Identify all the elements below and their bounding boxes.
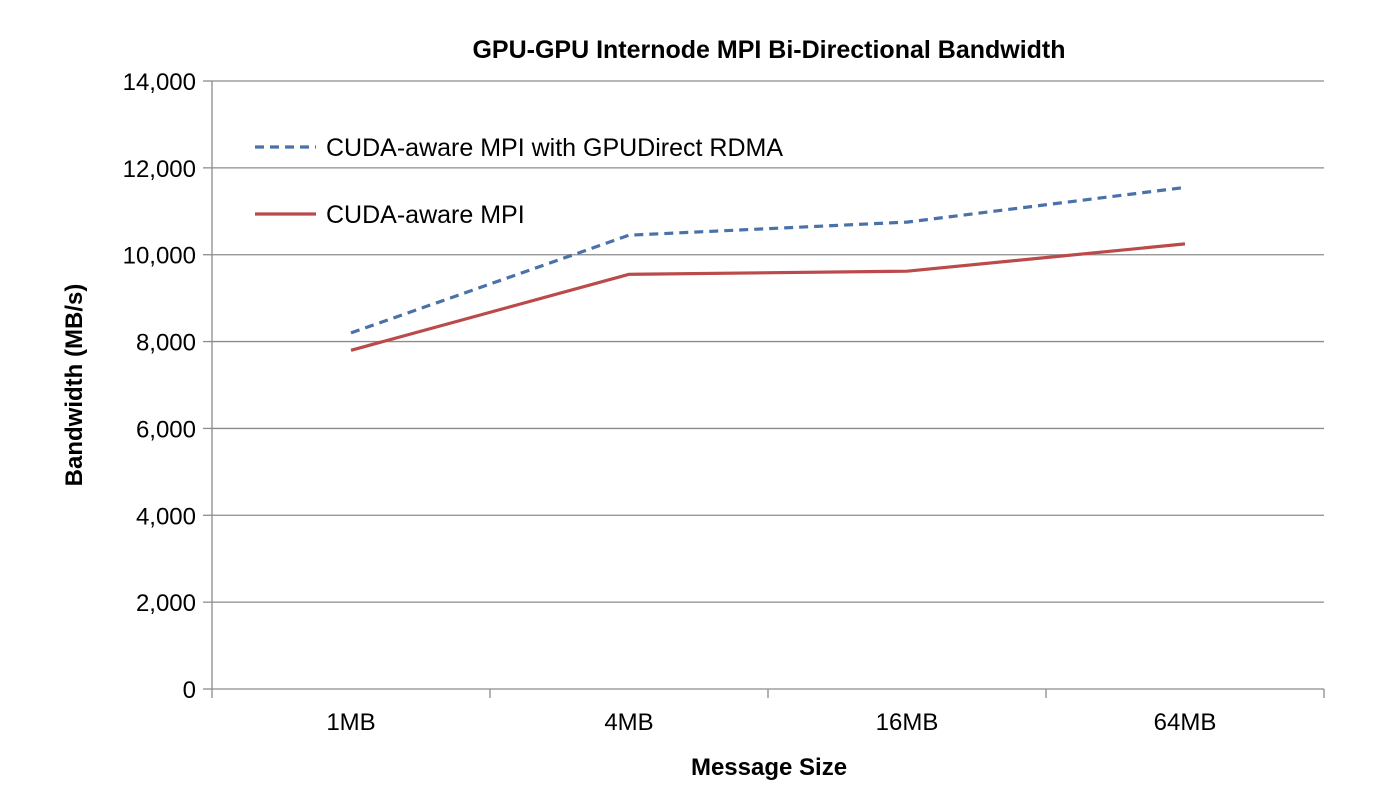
gridlines: [212, 80, 1324, 603]
x-axis-title: Message Size: [691, 754, 847, 781]
axes: [203, 80, 1325, 698]
y-tick-label: 12,000: [123, 156, 196, 183]
x-tick-label: 4MB: [604, 709, 653, 736]
y-axis-title: Bandwidth (MB/s): [61, 284, 88, 487]
y-axis-tick-labels: 0 2,000 4,000 6,000 8,000 10,000 12,000 14,000: [123, 69, 196, 704]
y-tick-label: 6,000: [136, 416, 196, 443]
chart-title: GPU-GPU Internode MPI Bi-Directional Ban…: [472, 36, 1065, 64]
legend-label-1: CUDA-aware MPI with GPUDirect RDMA: [326, 134, 783, 162]
y-tick-label: 2,000: [136, 590, 196, 617]
series-lines: [350, 185, 1186, 352]
y-tick-label: 10,000: [123, 243, 196, 270]
x-axis-tick-labels: 1MB 4MB 16MB 64MB: [326, 709, 1216, 736]
legend: CUDA-aware MPI with GPUDirect RDMA CUDA-a…: [255, 134, 783, 229]
y-tick-label: 8,000: [136, 330, 196, 357]
legend-label-2: CUDA-aware MPI: [326, 201, 525, 229]
x-tick-label: 16MB: [876, 709, 939, 736]
y-tick-label: 4,000: [136, 503, 196, 530]
x-tick-label: 1MB: [326, 709, 375, 736]
series-line-2: [350, 242, 1186, 352]
y-tick-label: 0: [183, 677, 196, 704]
x-tick-label: 64MB: [1154, 709, 1217, 736]
series-line-1: [350, 185, 1186, 335]
y-tick-label: 14,000: [123, 69, 196, 96]
